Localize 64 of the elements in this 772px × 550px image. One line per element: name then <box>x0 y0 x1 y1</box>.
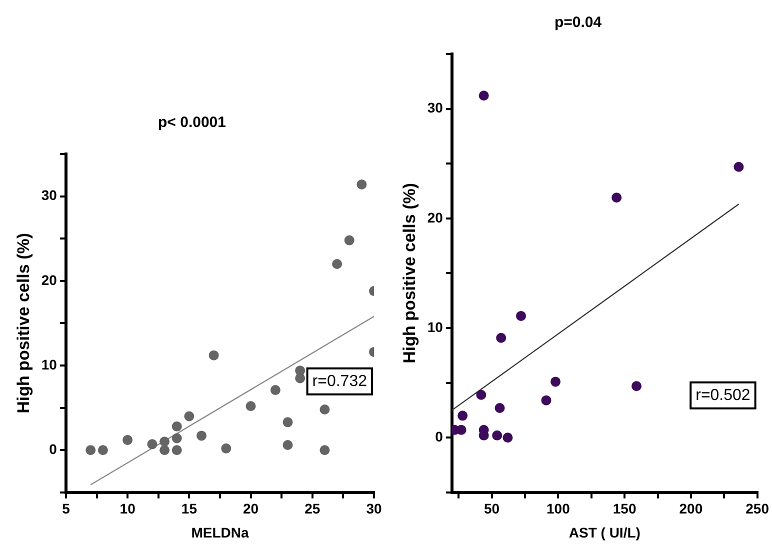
y-tick-label: 30 <box>41 187 58 204</box>
point <box>476 390 486 400</box>
point <box>612 192 622 203</box>
y-tick-label: 30 <box>427 100 444 116</box>
x-tick-label: 5 <box>62 500 70 517</box>
point <box>734 162 744 172</box>
point <box>270 385 280 396</box>
point <box>160 445 170 456</box>
y-axis-title: High positive cells (%) <box>400 182 419 364</box>
point <box>221 443 232 454</box>
x-tick-label: 20 <box>243 500 259 517</box>
y-tick-label: 10 <box>41 356 58 372</box>
point <box>172 433 182 444</box>
y-axis-title: High positive cells (%) <box>14 232 33 414</box>
point <box>208 350 219 360</box>
y-tick-label: 0 <box>435 428 444 444</box>
point <box>356 179 367 190</box>
annotation: r=0.732 <box>312 372 368 390</box>
point <box>295 373 306 384</box>
point <box>332 258 342 269</box>
point <box>320 404 330 414</box>
point <box>122 434 133 445</box>
x-tick-label: 30 <box>366 500 382 517</box>
point <box>282 440 293 450</box>
point <box>282 417 293 428</box>
x-tick-label: 100 <box>546 500 570 517</box>
point <box>492 430 502 440</box>
x-tick-label: 10 <box>120 500 136 517</box>
x-tick-label: 200 <box>679 500 703 517</box>
point <box>478 90 489 101</box>
point <box>196 430 207 441</box>
point <box>172 421 182 432</box>
annotation: r=0.502 <box>696 386 750 404</box>
y-tick-label: 10 <box>427 318 444 335</box>
point <box>494 403 505 414</box>
point <box>160 436 170 447</box>
y-tick-label: 20 <box>427 209 444 226</box>
x-tick-label: 150 <box>612 500 636 517</box>
point <box>496 332 506 343</box>
y-tick-label: 0 <box>49 440 58 457</box>
x-tick-label: 50 <box>484 500 500 517</box>
point <box>147 439 158 450</box>
point <box>184 411 194 422</box>
point <box>516 310 526 321</box>
chart-title: p< 0.0001 <box>158 114 226 132</box>
x-axis-title: MELDNa <box>191 524 249 540</box>
point <box>541 395 552 406</box>
x-tick-label: 250 <box>746 500 770 517</box>
point <box>456 424 466 435</box>
point <box>98 445 108 456</box>
point <box>550 376 561 387</box>
point <box>502 432 513 443</box>
point <box>86 445 96 456</box>
x-axis-title: AST ( UI/L) <box>568 524 640 540</box>
point <box>632 381 642 392</box>
point <box>246 401 256 412</box>
point <box>172 445 182 456</box>
point <box>320 445 330 456</box>
chart-title: p=0.04 <box>554 14 602 32</box>
y-tick-label: 20 <box>41 272 58 288</box>
point <box>458 410 468 421</box>
x-tick-label: 25 <box>304 500 320 517</box>
x-tick-label: 15 <box>181 500 198 517</box>
point <box>344 235 354 246</box>
